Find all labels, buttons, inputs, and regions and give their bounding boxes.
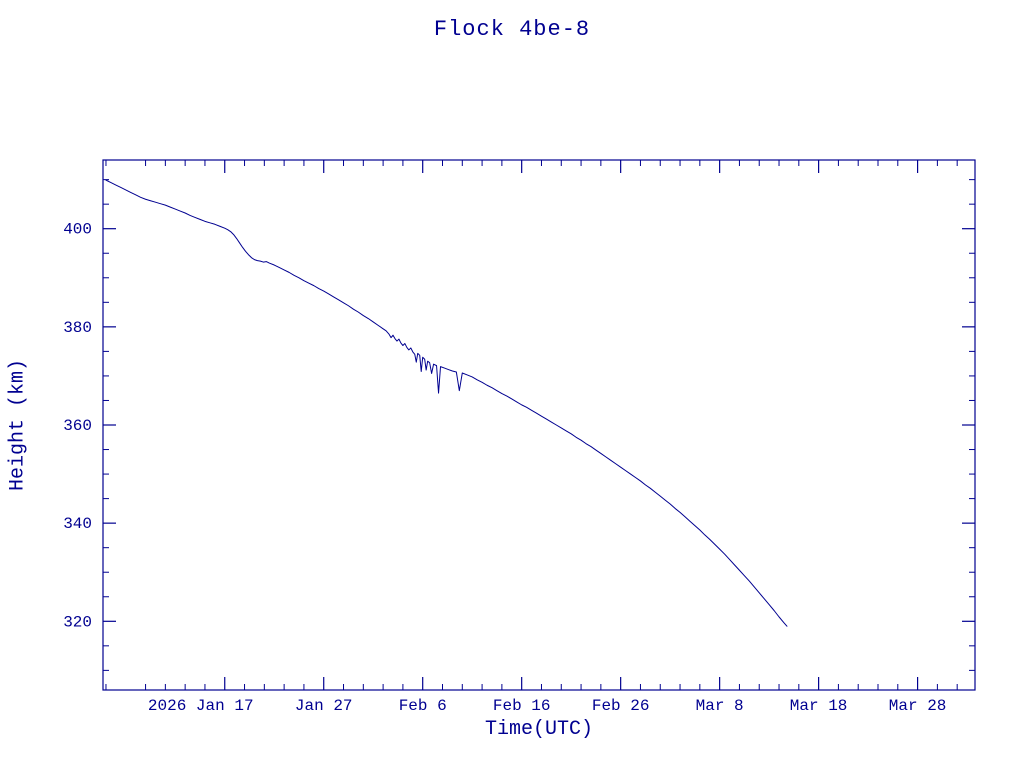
x-tick-label: Feb 16 <box>493 697 551 715</box>
x-tick-label: Mar 18 <box>790 697 848 715</box>
height-decay-line <box>105 179 788 627</box>
y-tick-label: 320 <box>63 613 92 631</box>
y-tick-label: 380 <box>63 319 92 337</box>
x-tick-label: 2026 Jan 17 <box>148 697 254 715</box>
y-tick-label: 340 <box>63 515 92 533</box>
y-tick-label: 400 <box>63 221 92 239</box>
x-tick-label: Jan 27 <box>295 697 353 715</box>
x-tick-label: Feb 6 <box>399 697 447 715</box>
chart-title: Flock 4be-8 <box>433 17 591 42</box>
x-tick-label: Feb 26 <box>592 697 650 715</box>
x-tick-label: Mar 28 <box>889 697 947 715</box>
x-axis-title: Time(UTC) <box>484 718 594 741</box>
y-tick-label: 360 <box>63 417 92 435</box>
x-tick-label: Mar 8 <box>696 697 744 715</box>
plot-frame <box>102 159 976 691</box>
